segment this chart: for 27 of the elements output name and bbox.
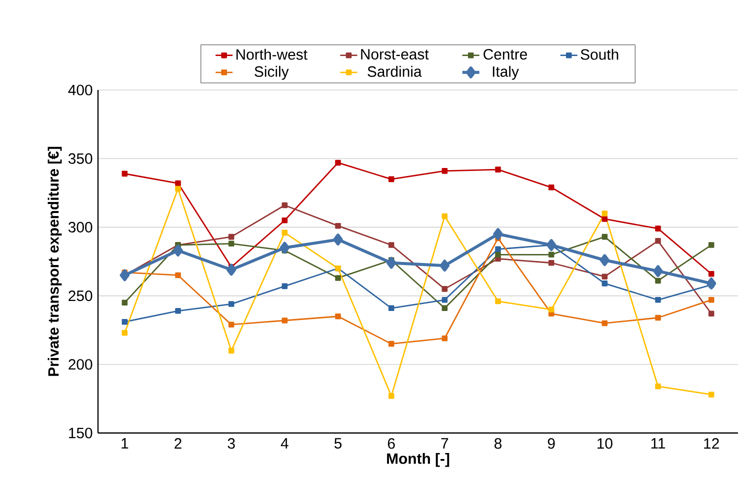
x-tick-label: 10 — [598, 438, 612, 449]
legend-label: Sardinia — [368, 66, 422, 77]
x-tick-label: 6 — [388, 438, 395, 449]
y-tick-label: 250 — [68, 290, 92, 302]
y-tick-label: 300 — [68, 222, 92, 232]
legend-label: Italy — [492, 66, 519, 80]
x-tick-label: 5 — [334, 438, 342, 449]
legend-label: South — [580, 48, 618, 60]
x-axis-title: Month [-] — [387, 452, 450, 467]
y-tick-label: 350 — [68, 153, 92, 164]
legend-label: Norst-east — [361, 49, 429, 60]
x-tick-label: 3 — [228, 438, 235, 449]
legend-label: North-west — [236, 48, 308, 60]
x-tick-label: 8 — [494, 438, 502, 449]
y-tick-label: 200 — [68, 359, 92, 370]
y-axis-title: Private transport expenditure [€] — [48, 146, 62, 376]
y-tick-label: 400 — [68, 84, 92, 96]
x-tick-label: 2 — [174, 438, 182, 449]
legend-label: Centre — [484, 49, 528, 60]
x-tick-label: 4 — [280, 438, 288, 448]
x-tick-label: 1 — [122, 438, 128, 448]
x-tick-label: 12 — [704, 438, 719, 449]
x-tick-label: 9 — [548, 438, 555, 449]
legend-label: Sicily — [254, 66, 289, 80]
x-tick-label: 7 — [441, 438, 448, 448]
x-tick-label: 11 — [651, 438, 666, 448]
y-tick-label: 150 — [69, 428, 92, 438]
